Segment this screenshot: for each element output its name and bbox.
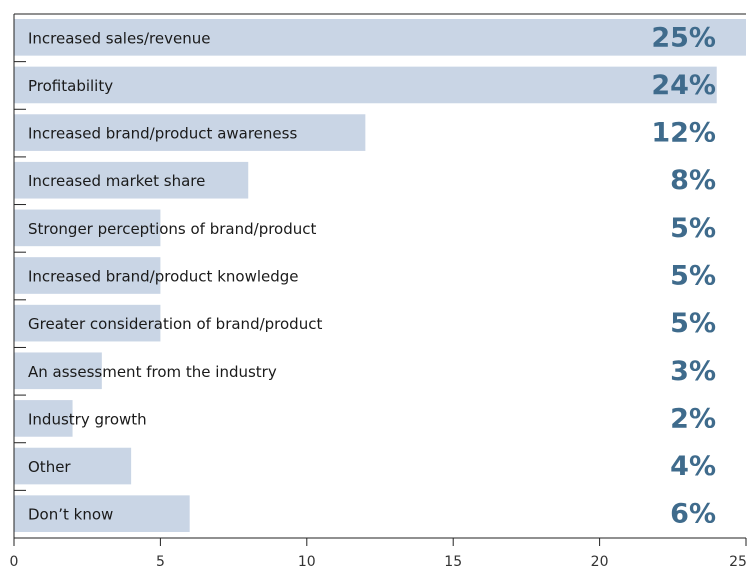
bar <box>14 114 366 151</box>
bar <box>14 400 73 437</box>
category-label: Stronger perceptions of brand/product <box>28 220 317 238</box>
bar <box>14 161 249 199</box>
value-label: 3% <box>670 356 716 387</box>
x-tick-label: 20 <box>591 554 609 570</box>
category-label: An assessment from the industry <box>28 363 277 381</box>
x-tick-label: 5 <box>156 554 165 570</box>
value-label: 8% <box>670 165 716 196</box>
bar <box>14 66 717 104</box>
value-label: 5% <box>670 261 716 292</box>
x-tick-label: 25 <box>729 554 747 570</box>
bar <box>14 19 746 56</box>
x-tick-label: 15 <box>444 554 462 570</box>
bar <box>14 257 161 294</box>
value-label: 24% <box>651 70 716 101</box>
x-tick-label: 10 <box>298 554 316 570</box>
x-tick-label: 0 <box>10 554 19 570</box>
bar <box>14 209 161 247</box>
bar <box>14 447 132 485</box>
bar <box>14 304 161 342</box>
value-label: 5% <box>670 308 716 339</box>
category-label: Increased brand/product knowledge <box>28 268 299 286</box>
category-label: Increased market share <box>28 172 205 190</box>
value-label: 25% <box>651 22 716 53</box>
category-label: Profitability <box>28 77 113 95</box>
category-label: Greater consideration of brand/product <box>28 315 322 333</box>
value-label: 2% <box>670 403 716 434</box>
category-label: Increased brand/product awareness <box>28 125 297 143</box>
category-label: Other <box>28 458 71 476</box>
bar <box>14 495 190 532</box>
value-label: 6% <box>670 499 716 530</box>
category-label: Don’t know <box>28 506 113 524</box>
value-label: 5% <box>670 213 716 244</box>
value-label: 12% <box>651 118 716 149</box>
value-label: 4% <box>670 451 716 482</box>
category-label: Industry growth <box>28 410 147 428</box>
bar <box>14 352 102 390</box>
category-label: Increased sales/revenue <box>28 29 210 47</box>
